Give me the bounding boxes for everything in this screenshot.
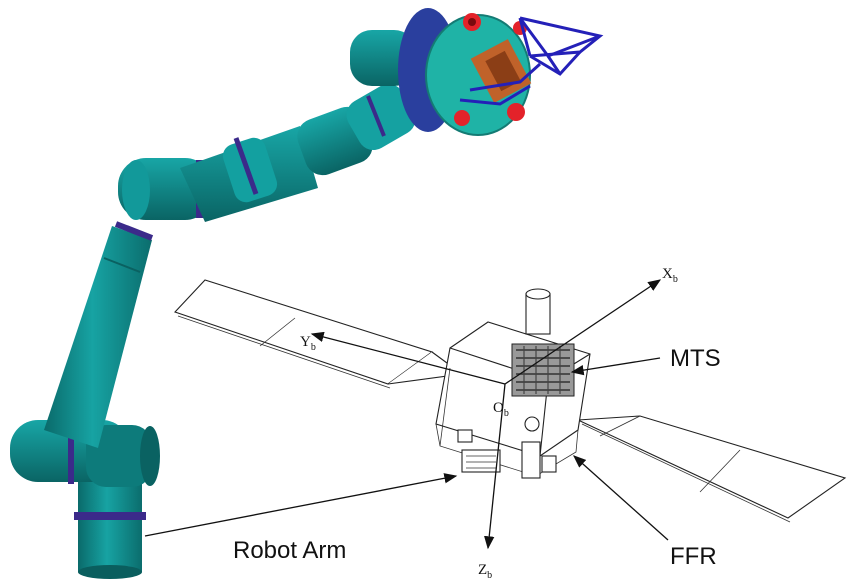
y-axis-label: Yb <box>300 334 316 353</box>
mts-leader-line <box>570 357 661 376</box>
solar-panel-left <box>174 279 464 389</box>
arm-joint-base <box>10 420 160 487</box>
ffr-leader-line <box>573 455 669 541</box>
robot-arm-label: Robot Arm <box>233 537 346 564</box>
z-axis-label: Zb <box>478 562 492 581</box>
top-antenna <box>525 288 551 335</box>
ffr-label: FFR <box>670 543 717 570</box>
arm-lower-link <box>44 221 154 448</box>
end-effector <box>398 8 532 136</box>
callouts: MTS FFR Robot Arm <box>144 345 721 570</box>
gripper-frame <box>459 16 604 106</box>
robot-arm <box>10 8 604 579</box>
body-frame-axes: Xb Yb Zb Ob <box>300 266 678 581</box>
solar-panel-right <box>577 415 847 523</box>
x-axis-label: Xb <box>662 266 678 285</box>
robot-arm-leader-line <box>144 473 458 537</box>
origin-label: Ob <box>493 400 509 419</box>
y-axis-line <box>310 331 506 385</box>
z-axis-line <box>484 383 506 550</box>
satellite <box>174 279 847 523</box>
x-axis-line <box>504 279 662 385</box>
mts-module <box>511 343 575 397</box>
mts-label: MTS <box>670 345 721 372</box>
ffr-module <box>457 416 557 479</box>
arm-upper-link <box>180 126 318 222</box>
